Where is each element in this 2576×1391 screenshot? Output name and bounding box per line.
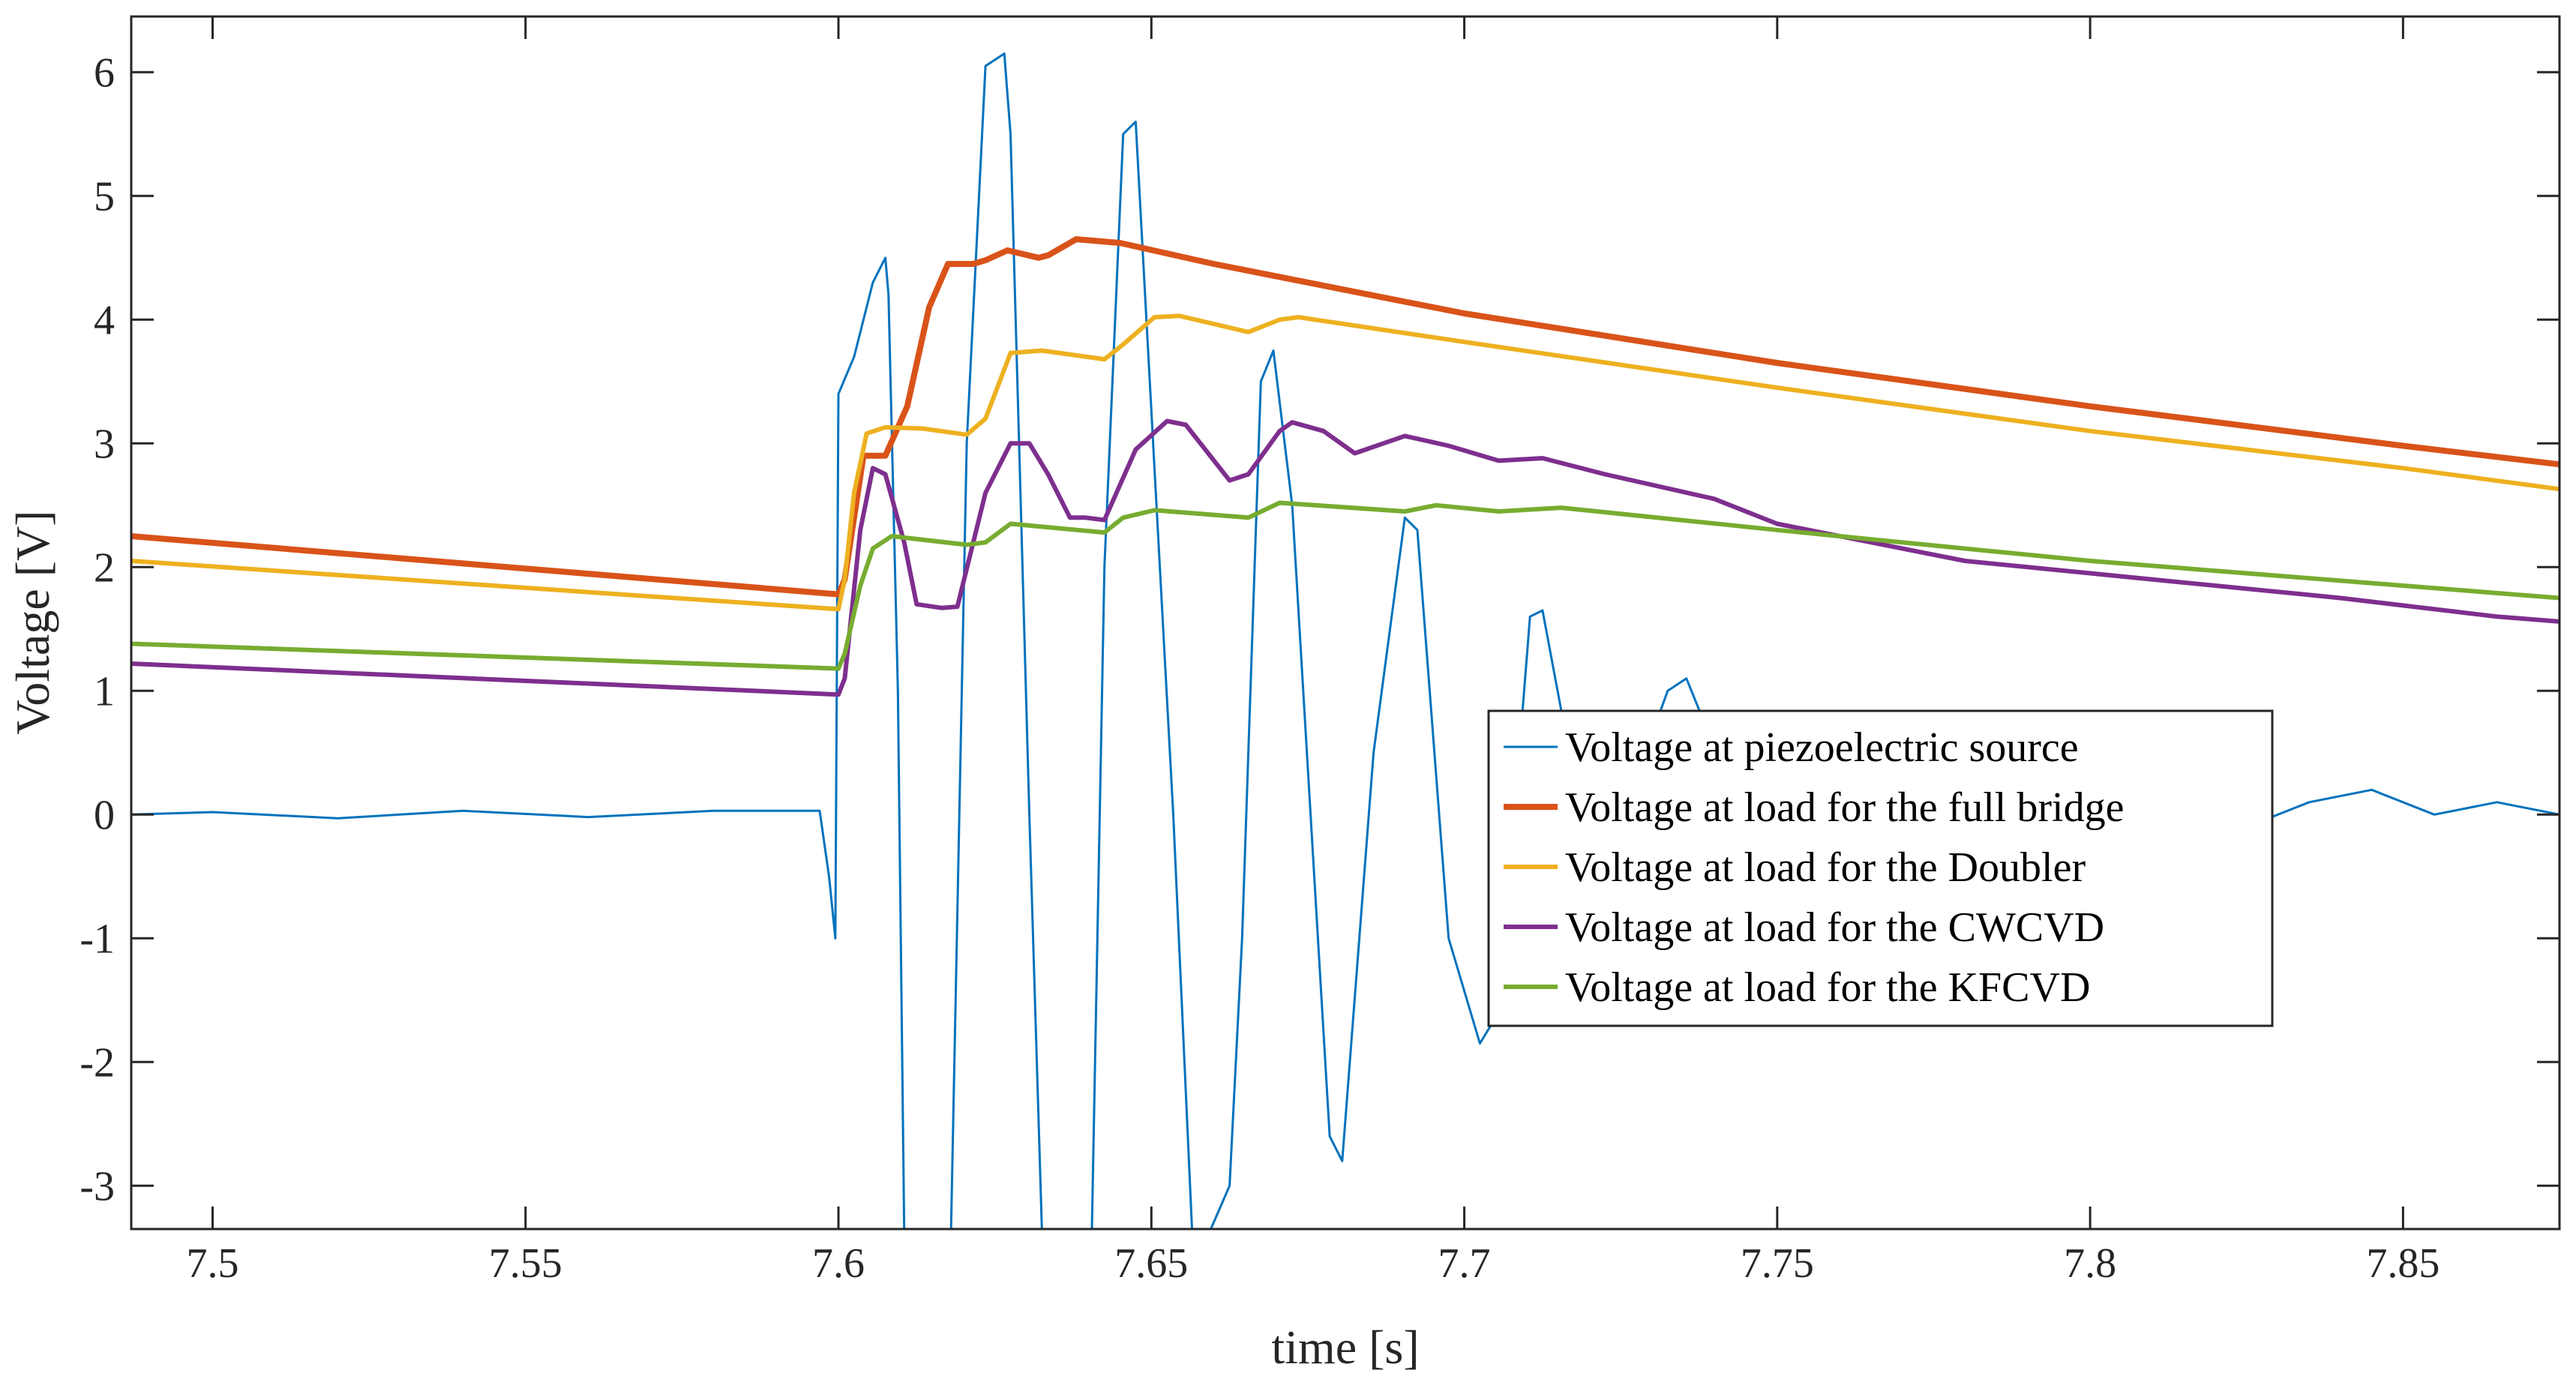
y-tick-label: 1: [94, 668, 115, 715]
legend-label-2: Voltage at load for the Doubler: [1565, 844, 2086, 891]
y-tick-label: 5: [94, 173, 115, 220]
x-tick-label: 7.65: [1114, 1240, 1188, 1287]
x-tick-label: 7.75: [1741, 1240, 1814, 1287]
x-tick-label: 7.6: [812, 1240, 865, 1287]
y-tick-label: -2: [79, 1039, 115, 1086]
x-tick-label: 7.5: [186, 1240, 238, 1287]
series-line-1: [131, 236, 2560, 598]
legend-box: [1487, 709, 2274, 1027]
y-tick-label: 2: [94, 544, 115, 591]
legend-label-3: Voltage at load for the CWCVD: [1565, 904, 2104, 951]
x-axis-label: time [s]: [1271, 1321, 1419, 1374]
series-line-2: [131, 313, 2560, 612]
x-tick-label: 7.85: [2366, 1240, 2440, 1287]
y-tick-label: 3: [94, 421, 115, 467]
plot-frame: [130, 15, 2561, 1231]
y-tick-label: -3: [79, 1163, 115, 1210]
series-line-4: [131, 500, 2560, 671]
legend-label-4: Voltage at load for the KFCVD: [1565, 964, 2090, 1011]
y-axis-label: Voltage [V]: [6, 510, 59, 734]
y-tick-label: 6: [94, 49, 115, 96]
series-line-3: [131, 418, 2560, 697]
ticks-layer: 7.5 7.55 7.6 7.65 7.7 7.75 7.8 7.85 -3 -2 -1 0 1 2 3 4 5…: [79, 16, 2560, 1287]
y-tick-label: -1: [79, 916, 115, 962]
legend: Voltage at piezoelectric source Voltage a…: [1487, 709, 2274, 1027]
x-tick-label: 7.55: [489, 1240, 562, 1287]
x-tick-label: 7.7: [1438, 1240, 1491, 1287]
legend-label-1: Voltage at load for the full bridge: [1565, 784, 2124, 831]
y-tick-label: 0: [94, 792, 115, 838]
y-tick-label: 4: [94, 297, 115, 343]
legend-label-0: Voltage at piezoelectric source: [1565, 724, 2079, 771]
x-tick-label: 7.8: [2064, 1240, 2116, 1287]
